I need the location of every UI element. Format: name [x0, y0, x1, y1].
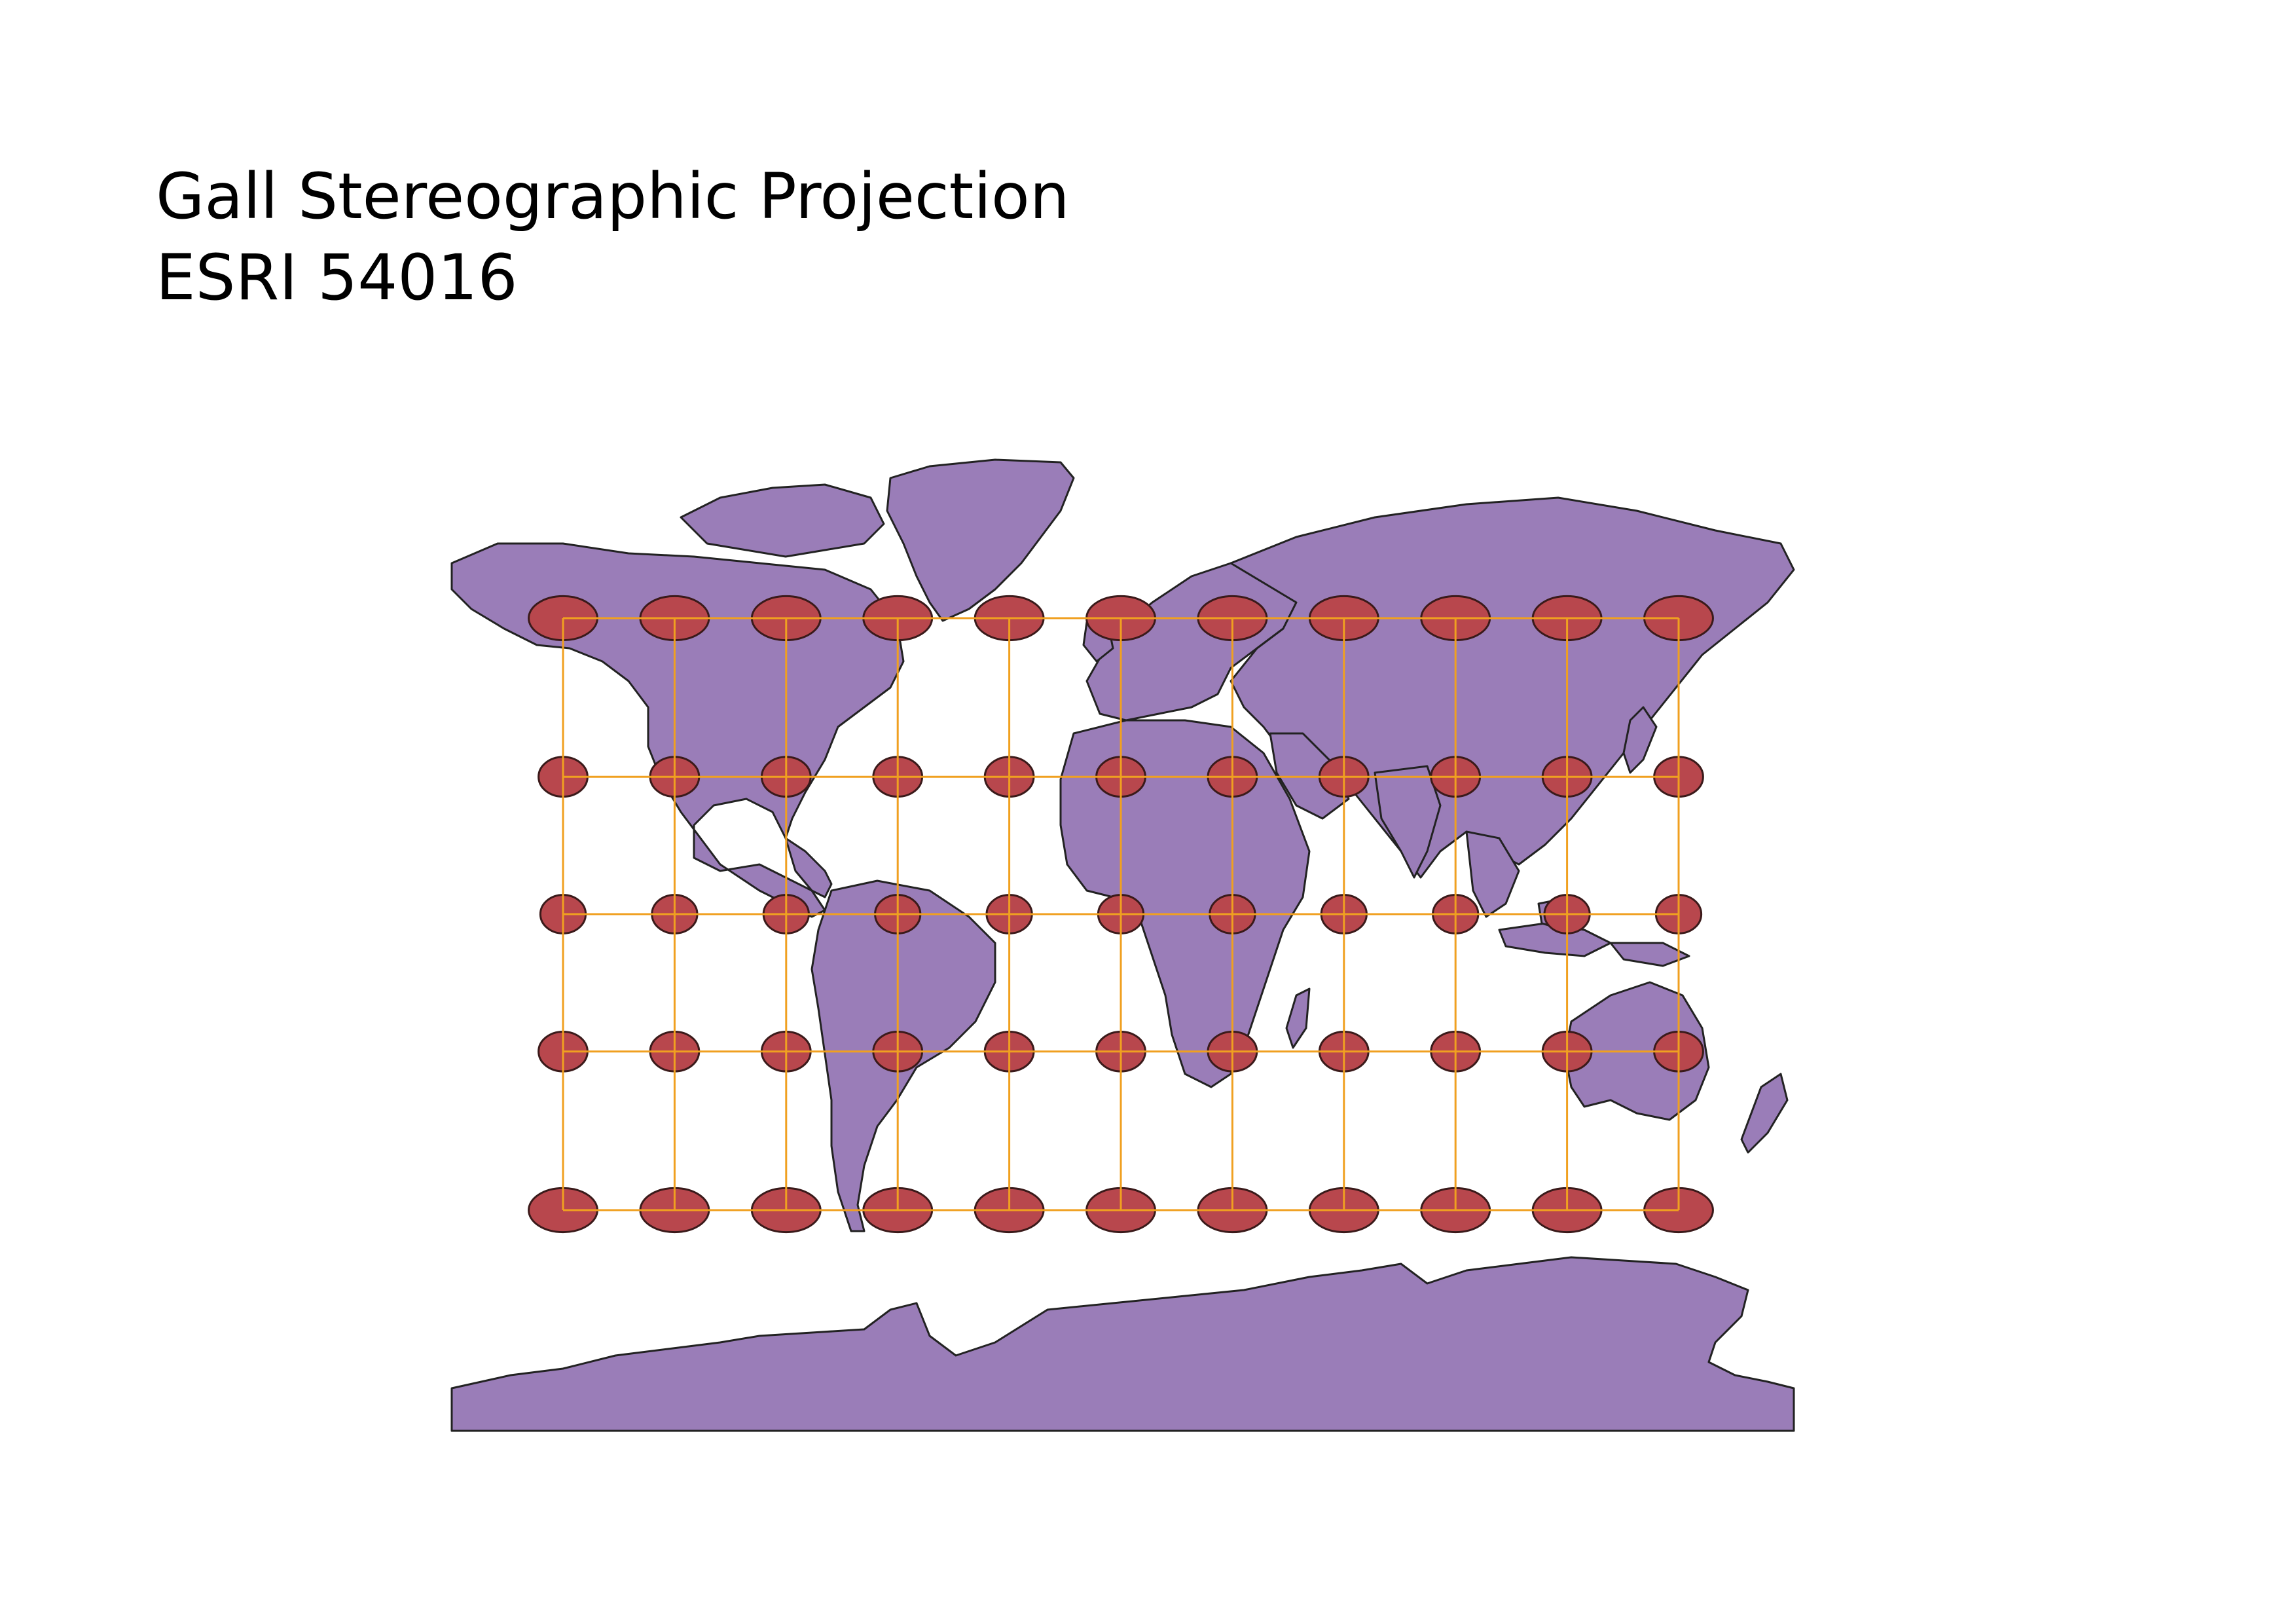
central-america	[784, 837, 833, 898]
africa	[1059, 719, 1311, 1088]
india	[1374, 765, 1442, 879]
map-title-block: Gall Stereographic Projection ESRI 54016	[156, 156, 1070, 318]
southeast-asia	[1465, 830, 1520, 918]
graticule-lines	[562, 617, 1680, 1211]
arctic-islands	[680, 483, 885, 558]
new-guinea	[1609, 942, 1690, 967]
madagascar	[1285, 987, 1311, 1049]
map-title: Gall Stereographic Projection	[156, 160, 1070, 233]
map-subtitle: ESRI 54016	[156, 241, 518, 314]
new-zealand	[1740, 1073, 1789, 1154]
greenland	[886, 458, 1075, 622]
asia	[1230, 496, 1795, 879]
japan	[1622, 706, 1658, 774]
antarctica	[450, 1256, 1795, 1432]
